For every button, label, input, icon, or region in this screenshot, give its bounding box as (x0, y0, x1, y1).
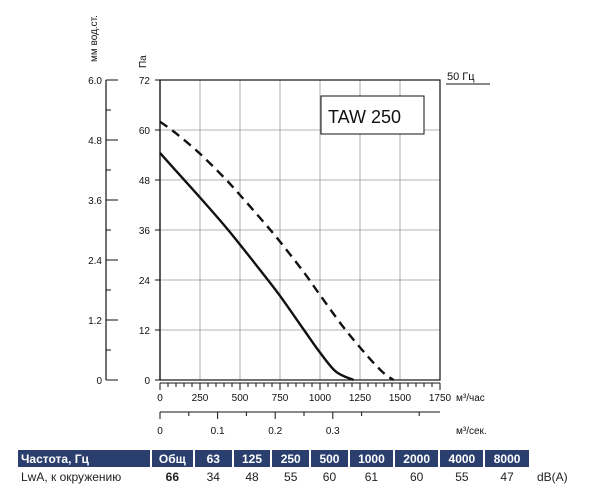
noise-table: Частота, Гц Общ 63 125 250 500 1000 2000 4000 800… (16, 450, 576, 486)
pa-axis-label: Па (138, 55, 149, 68)
table-header-cell: 1000 (349, 450, 394, 467)
x-sec-axis: 0 0.1 0.2 0.3 (157, 411, 440, 437)
pa-tick-label: 48 (139, 176, 151, 187)
table-value-row: LwA, к окружению 66 34 48 55 60 61 60 55 47 dB(A) (18, 467, 574, 486)
table-header-cell: 250 (272, 450, 310, 467)
table-header-cell (531, 450, 574, 467)
x-sec-tick-label: 0 (157, 426, 163, 437)
table-cell: 66 (165, 469, 180, 484)
x-hour-tick-label: 0 (157, 393, 163, 404)
pa-tick-label: 36 (139, 226, 151, 237)
fan-curve-chart: 6.0 4.8 3.6 2.4 1.2 0 72 60 48 36 24 12 0 0 250 500 75… (88, 15, 490, 437)
left-tick-label: 4.8 (88, 136, 102, 147)
x-sec-tick-label: 0.1 (211, 426, 225, 437)
left-tick-label: 0 (96, 376, 102, 387)
pa-tick-label: 60 (139, 126, 151, 137)
table-header-row: Частота, Гц Общ 63 125 250 500 1000 2000 4000 800… (18, 450, 574, 467)
series-line-dashed (159, 120, 395, 382)
x-hour-tick-label: 1500 (389, 393, 412, 404)
table-cell: 55 (455, 469, 469, 484)
table-header-cell: 2000 (395, 450, 439, 467)
x-hour-axis: 0 250 500 750 1000 1250 1500 1750 (157, 382, 452, 404)
table-cell: 61 (364, 469, 379, 484)
pa-tick-label: 24 (139, 276, 151, 287)
table-header-cell: 63 (194, 450, 232, 467)
x-sec-tick-label: 0.3 (326, 426, 340, 437)
series-line-solid (159, 152, 355, 382)
x-hour-tick-label: 750 (272, 393, 289, 404)
left-tick-label: 2.4 (88, 256, 102, 267)
x-hour-tick-label: 1750 (429, 393, 452, 404)
table-header-cell: 4000 (440, 450, 484, 467)
table-cell: 60 (322, 469, 337, 484)
pa-tick-label: 0 (144, 376, 150, 387)
left-axis: 6.0 4.8 3.6 2.4 1.2 0 (88, 76, 118, 387)
left-tick-label: 6.0 (88, 76, 102, 87)
pa-tick-label: 72 (139, 76, 151, 87)
table-cell: 55 (284, 469, 298, 484)
table-header-cell: 8000 (485, 450, 529, 467)
series-lines (159, 120, 395, 382)
x-sec-axis-label: м³/сек. (456, 426, 487, 437)
pa-tick-label: 12 (139, 326, 151, 337)
x-hour-tick-label: 500 (232, 393, 249, 404)
model-label: TAW 250 (328, 107, 401, 127)
x-hour-tick-label: 1000 (309, 393, 332, 404)
x-hour-tick-label: 1250 (349, 393, 372, 404)
x-hour-tick-label: 250 (192, 393, 209, 404)
table-row-label: LwA, к окружению (21, 469, 122, 484)
frequency-table: Частота, Гц Общ 63 125 250 500 1000 2000 4000 800… (16, 450, 576, 486)
table-header-cell: Общ (151, 450, 193, 467)
left-axis-label: мм вод.ст. (89, 15, 100, 62)
table-cell: 48 (245, 469, 259, 484)
left-tick-label: 1.2 (88, 316, 102, 327)
left-tick-label: 3.6 (88, 196, 102, 207)
table-cell: dB(A) (537, 469, 568, 484)
table-header-label: Частота, Гц (18, 450, 150, 467)
model-label-box (320, 95, 425, 135)
table-header-cell: 125 (233, 450, 271, 467)
x-hour-axis-label: м³/час (456, 393, 485, 404)
table-cell: 34 (206, 469, 220, 484)
x-sec-tick-label: 0.2 (268, 426, 282, 437)
table-cell: 60 (409, 469, 424, 484)
table-cell: 47 (500, 469, 514, 484)
pa-axis: 72 60 48 36 24 12 0 (139, 76, 161, 387)
frequency-label: 50 Гц (447, 71, 475, 83)
table-header-cell: 500 (311, 450, 348, 467)
